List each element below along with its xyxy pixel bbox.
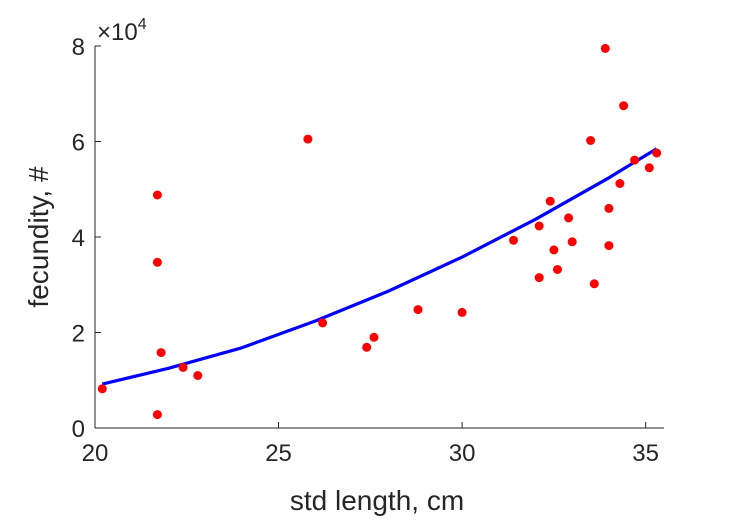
fit-curve — [101, 147, 658, 386]
y-tick-label: 8 — [72, 34, 85, 61]
data-point — [97, 384, 107, 394]
data-point — [604, 203, 614, 213]
data-point — [413, 305, 423, 315]
x-tick-label: 35 — [632, 440, 659, 467]
x-tick-label: 20 — [82, 440, 109, 467]
y-tick-label: 2 — [72, 321, 85, 348]
data-point — [652, 148, 662, 158]
data-point — [564, 213, 574, 223]
data-point — [457, 307, 467, 317]
y-tick-label: 4 — [72, 225, 85, 252]
data-point — [644, 163, 654, 173]
y-tick-label: 6 — [72, 130, 85, 157]
x-axis-label: std length, cm — [290, 485, 464, 516]
y-exponent-power: 4 — [138, 16, 147, 33]
data-point — [589, 279, 599, 289]
y-ticks: 0 2 4 6 8 — [72, 34, 101, 443]
data-point — [534, 273, 544, 283]
fit-curve-layer — [101, 147, 658, 386]
y-exponent-label: ×104 — [97, 16, 147, 46]
x-tick-label: 25 — [265, 440, 292, 467]
data-point — [362, 342, 372, 352]
data-point — [193, 371, 203, 380]
data-point — [369, 332, 379, 342]
data-point — [303, 134, 313, 144]
y-axis-label: fecundity, # — [23, 166, 54, 308]
plot-area: 20 25 30 35 0 2 4 6 8 — [72, 34, 664, 467]
data-point — [545, 196, 555, 206]
data-point — [600, 43, 610, 53]
data-point — [152, 257, 162, 267]
y-tick-label: 0 — [72, 416, 85, 443]
data-point — [604, 241, 614, 251]
data-point — [630, 155, 640, 165]
data-points-layer — [97, 43, 662, 420]
data-point — [619, 101, 629, 111]
data-point — [549, 245, 559, 255]
data-point — [152, 410, 162, 420]
data-point — [156, 348, 166, 358]
data-point — [318, 318, 328, 328]
data-point — [615, 179, 625, 188]
data-point — [509, 235, 518, 245]
data-point — [178, 362, 188, 372]
x-tick-label: 30 — [449, 440, 476, 467]
data-point — [534, 221, 544, 231]
data-point — [567, 237, 577, 247]
data-point — [152, 190, 162, 200]
x-ticks: 20 25 30 35 — [82, 422, 659, 467]
data-point — [586, 136, 596, 145]
y-exponent-prefix: ×10 — [97, 19, 138, 46]
data-point — [553, 265, 562, 274]
